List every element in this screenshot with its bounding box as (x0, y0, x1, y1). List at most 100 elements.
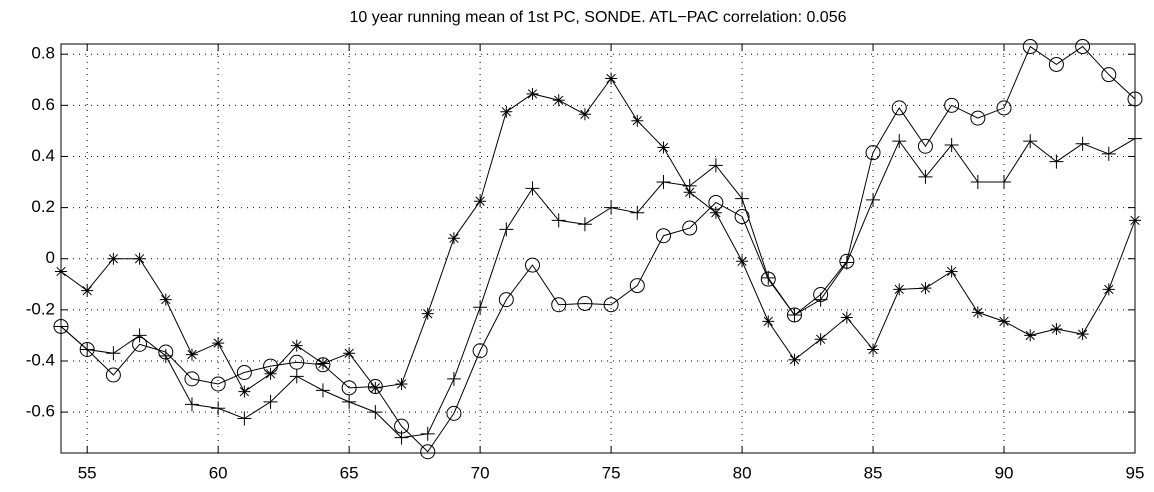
marker (237, 411, 252, 426)
marker (891, 100, 907, 116)
marker (395, 377, 408, 390)
marker (184, 371, 200, 387)
marker (1129, 214, 1141, 227)
marker (473, 300, 488, 315)
marker (917, 138, 933, 154)
marker (708, 194, 724, 210)
marker (603, 297, 619, 313)
marker (343, 347, 356, 360)
marker (1049, 154, 1064, 169)
marker (655, 228, 671, 244)
marker (893, 283, 906, 296)
marker (499, 222, 514, 237)
marker (944, 97, 960, 113)
marker (734, 209, 750, 225)
marker (814, 333, 827, 346)
marker (945, 265, 958, 278)
marker (341, 380, 357, 396)
marker (996, 100, 1012, 116)
marker (342, 394, 357, 409)
y-tick-label: 0.4 (31, 146, 55, 165)
marker (577, 295, 593, 311)
marker (185, 348, 198, 361)
marker (1102, 283, 1115, 296)
series-line (60, 45, 1136, 453)
marker (184, 397, 199, 412)
marker (735, 191, 750, 206)
marker (263, 358, 279, 374)
marker (970, 175, 985, 190)
marker (132, 328, 147, 343)
marker (866, 192, 881, 207)
marker (1022, 39, 1038, 55)
marker (367, 379, 383, 395)
marker (316, 357, 329, 370)
marker (918, 169, 933, 184)
marker (446, 371, 461, 386)
marker (289, 369, 304, 384)
marker (578, 108, 591, 121)
x-tick-label: 85 (864, 463, 883, 482)
marker (447, 232, 460, 245)
marker (892, 134, 907, 149)
marker (315, 383, 330, 398)
x-tick-label: 60 (209, 463, 228, 482)
marker (1101, 146, 1116, 161)
marker (107, 252, 120, 265)
y-tick-label: -0.2 (26, 299, 55, 318)
marker (971, 306, 984, 319)
marker (79, 341, 95, 357)
marker (500, 105, 513, 118)
marker (81, 284, 94, 297)
marker (1127, 91, 1143, 107)
series-line (60, 138, 1136, 439)
marker (839, 253, 855, 269)
marker (682, 220, 698, 236)
marker (682, 178, 697, 193)
y-tick-label: 0.8 (31, 44, 55, 63)
marker (708, 158, 723, 173)
marker (474, 195, 487, 208)
marker (498, 292, 514, 308)
series-line (60, 77, 1136, 393)
marker (786, 307, 802, 323)
marker (998, 315, 1011, 328)
marker (211, 401, 226, 416)
marker (657, 141, 670, 154)
marker (1048, 56, 1064, 72)
marker (605, 72, 618, 85)
x-tick-label: 90 (995, 463, 1014, 482)
x-tick-label: 95 (1126, 463, 1145, 482)
marker (1050, 323, 1063, 336)
marker (551, 297, 567, 313)
marker (105, 367, 121, 383)
marker (106, 346, 121, 361)
x-tick-label: 80 (733, 463, 752, 482)
x-tick-label: 70 (471, 463, 490, 482)
marker (53, 318, 69, 334)
marker (210, 376, 226, 392)
marker (760, 271, 776, 287)
marker (1023, 134, 1038, 149)
marker (212, 337, 225, 350)
marker (865, 145, 881, 161)
marker (1101, 67, 1117, 83)
marker (656, 175, 671, 190)
marker (526, 87, 539, 100)
marker (1076, 328, 1089, 341)
marker (369, 381, 382, 394)
marker (551, 213, 566, 228)
marker (813, 287, 829, 303)
marker (158, 344, 174, 360)
marker (577, 217, 592, 232)
y-tick-label: 0.6 (31, 95, 55, 114)
x-tick-label: 75 (602, 463, 621, 482)
y-tick-label: 0 (46, 248, 55, 267)
marker (290, 339, 303, 352)
marker (420, 426, 435, 441)
marker (394, 418, 410, 434)
marker (1075, 136, 1090, 151)
marker (919, 282, 932, 295)
marker (289, 354, 305, 370)
